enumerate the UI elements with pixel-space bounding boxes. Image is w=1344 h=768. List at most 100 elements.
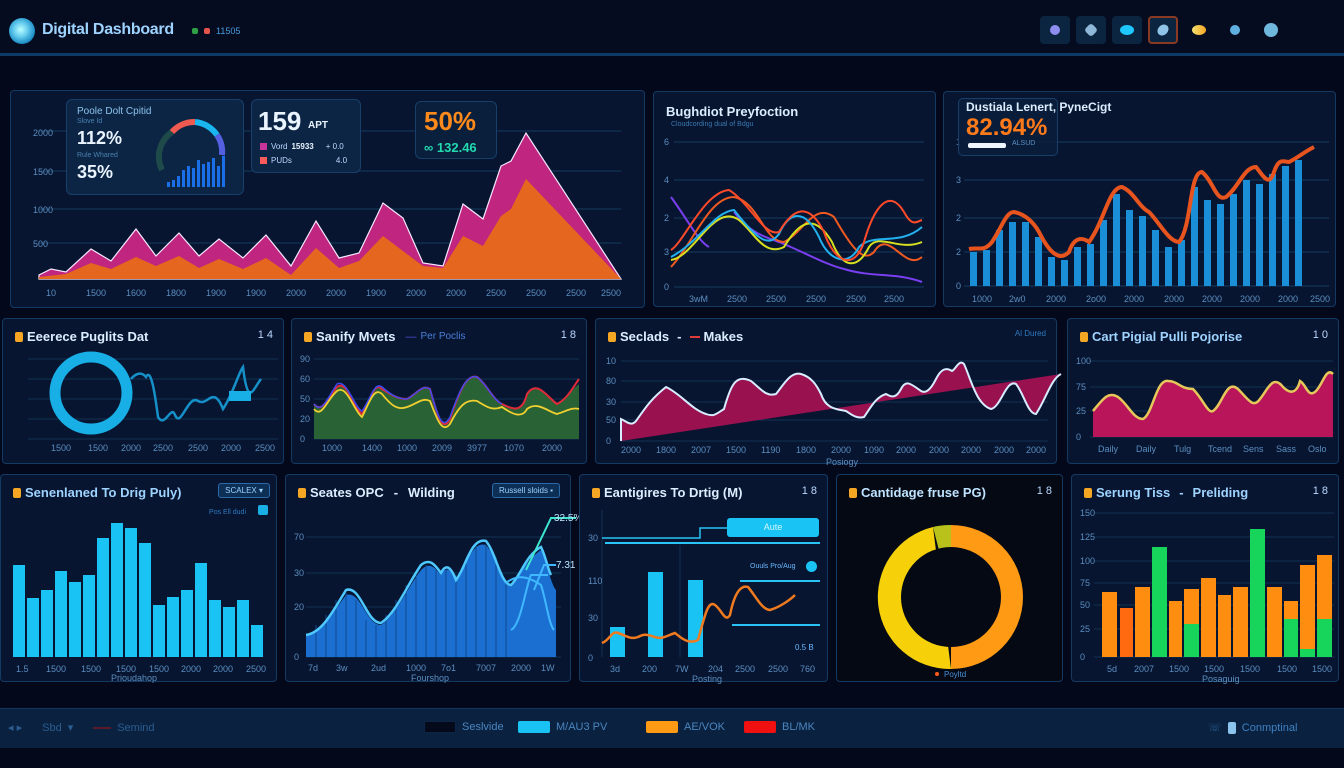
svg-text:50: 50 bbox=[606, 415, 616, 425]
row1-trail: + 0.0 bbox=[325, 142, 344, 151]
multi-area-legend: Per Poclis bbox=[420, 331, 466, 342]
trend-kpi-sub: ALSUD bbox=[1012, 140, 1036, 147]
svg-text:1500: 1500 bbox=[149, 664, 169, 674]
serung-title-text: Serung Tiss bbox=[1096, 485, 1171, 500]
svg-text:2000: 2000 bbox=[929, 445, 949, 455]
entigires-title: Eantigires To Drtig (M) bbox=[592, 485, 742, 500]
auto-button[interactable]: Aute bbox=[727, 518, 819, 537]
back-icon[interactable]: ◂ ▸ bbox=[8, 722, 23, 734]
legend-line-icon: — bbox=[405, 330, 417, 343]
percent-sub: ∞ 132.46 bbox=[424, 140, 477, 155]
kpi-card: Poole Dolt Cpitid Slove Id 112% Rule Wha… bbox=[66, 99, 244, 195]
footer-legend-0: Seslvide bbox=[424, 721, 504, 733]
title-marker-icon bbox=[608, 331, 616, 342]
donut-line-title: Eeerece Puglits Dat bbox=[15, 329, 148, 344]
seates-filter-chip[interactable]: Russell sloids ▪ bbox=[492, 483, 560, 498]
svg-text:1190: 1190 bbox=[761, 445, 780, 455]
svg-text:0: 0 bbox=[294, 652, 299, 662]
svg-text:2500: 2500 bbox=[735, 664, 755, 674]
svg-text:2000: 2000 bbox=[286, 288, 306, 298]
svg-text:2500: 2500 bbox=[1310, 294, 1330, 304]
legend-swatch bbox=[424, 721, 456, 733]
cantidage-title-text: Cantidage fruse PG) bbox=[861, 485, 986, 500]
svg-text:2000: 2000 bbox=[896, 445, 916, 455]
svg-text:7o1: 7o1 bbox=[441, 663, 456, 673]
footer-right-label[interactable]: Conmptinal bbox=[1241, 721, 1298, 734]
footer-item-1[interactable]: Semind bbox=[117, 721, 155, 734]
cloud-button[interactable] bbox=[1112, 16, 1142, 44]
entigires-title-text: Eantigires To Drtig (M) bbox=[604, 485, 743, 500]
donut-line-panel: Eeerece Puglits Dat 1 4 1500 1500 2000 2500… bbox=[2, 318, 284, 464]
count-row-2: PUDs 4.0 bbox=[260, 156, 347, 165]
svg-text:7d: 7d bbox=[308, 663, 318, 673]
cantidage-meta: 1 8 bbox=[1036, 485, 1052, 497]
info-icon[interactable] bbox=[806, 561, 817, 572]
user-button[interactable] bbox=[1256, 16, 1286, 44]
entigires-panel: Eantigires To Drtig (M) 1 8 30 110 30 0 3d 2… bbox=[579, 474, 828, 684]
svg-text:Daily: Daily bbox=[1136, 444, 1157, 454]
send-button[interactable] bbox=[1220, 16, 1250, 44]
scale-dropdown[interactable]: SCALEX ▾ bbox=[218, 483, 270, 498]
svg-text:2ud: 2ud bbox=[371, 663, 386, 673]
seates-title-text: Seates OPC bbox=[310, 485, 384, 500]
legend-label: M/AU3 PV bbox=[556, 721, 608, 733]
pen-icon bbox=[1083, 22, 1099, 38]
legend-label: BL/MK bbox=[782, 721, 816, 733]
legend-line-icon bbox=[93, 726, 112, 729]
seclads-title: Seclads - Makes bbox=[608, 329, 743, 344]
svg-text:4: 4 bbox=[664, 175, 669, 185]
seates-x-label: Fourshop bbox=[411, 673, 449, 683]
svg-text:1.5: 1.5 bbox=[16, 664, 29, 674]
projection-panel: Bughdiot Preyfoction Cloudcording dual o… bbox=[653, 91, 936, 307]
svg-text:2: 2 bbox=[956, 213, 961, 223]
svg-text:2000: 2000 bbox=[1124, 294, 1144, 304]
count-card: 159 APT Vord 15933 + 0.0 PUDs 4.0 bbox=[251, 99, 361, 173]
svg-text:0: 0 bbox=[1080, 652, 1085, 662]
legend-toggle[interactable] bbox=[258, 505, 268, 515]
svg-text:2: 2 bbox=[664, 213, 669, 223]
svg-text:2000: 2000 bbox=[213, 664, 233, 674]
title-marker-icon bbox=[13, 487, 21, 498]
send-icon bbox=[1230, 25, 1240, 35]
footer-item-0[interactable]: Sbd bbox=[42, 721, 62, 734]
legend-line-icon bbox=[689, 335, 700, 338]
phone-icon[interactable]: ☏ bbox=[1208, 722, 1222, 734]
svg-text:1800: 1800 bbox=[656, 445, 676, 455]
svg-text:30: 30 bbox=[606, 397, 616, 407]
kpi-metric1-label: Slove Id bbox=[77, 118, 103, 125]
link-button[interactable] bbox=[1148, 16, 1178, 44]
svg-text:2000: 2000 bbox=[994, 445, 1014, 455]
svg-text:2o00: 2o00 bbox=[1086, 294, 1106, 304]
footer-legend-1: M/AU3 PV bbox=[518, 721, 607, 733]
app-title: Digital Dashboard bbox=[42, 21, 174, 38]
svg-text:2500: 2500 bbox=[806, 294, 826, 304]
legend-label: Seslvide bbox=[462, 721, 504, 733]
count-row-1: Vord 15933 + 0.0 bbox=[260, 142, 344, 151]
svg-text:2000: 2000 bbox=[1046, 294, 1066, 304]
legend-swatch bbox=[744, 721, 776, 733]
pen-button[interactable] bbox=[1076, 16, 1106, 44]
cart-title-text: Cart Pigial Pulli Pojorise bbox=[1092, 329, 1243, 344]
seates-callout-2: 7.31 bbox=[556, 560, 576, 571]
title-marker-icon bbox=[304, 331, 312, 342]
svg-text:30: 30 bbox=[294, 568, 304, 578]
serung-stacked-bar-chart: 150 125 100 75 50 25 0 5d 2007 1500 1500 1500 1500 1… bbox=[1080, 508, 1334, 684]
globe-button[interactable] bbox=[1040, 16, 1070, 44]
trend-title: Dustiala Lenert, PyneCigt bbox=[966, 100, 1112, 114]
legend-swatch bbox=[260, 157, 267, 164]
donut-line-meta: 1 4 bbox=[257, 329, 273, 341]
svg-text:125: 125 bbox=[1080, 532, 1095, 542]
palette-button[interactable] bbox=[1184, 16, 1214, 44]
seclads-panel: Seclads - Makes Al Dured 10 80 30 50 0 2000 180… bbox=[595, 318, 1062, 467]
svg-text:1W: 1W bbox=[541, 663, 555, 673]
svg-text:2500: 2500 bbox=[486, 288, 506, 298]
svg-text:7W: 7W bbox=[675, 664, 689, 674]
svg-text:20: 20 bbox=[294, 602, 304, 612]
svg-text:1500: 1500 bbox=[88, 443, 108, 453]
svg-text:2000: 2000 bbox=[1278, 294, 1298, 304]
donut-line-title-text: Eeerece Puglits Dat bbox=[27, 329, 149, 344]
svg-text:7007: 7007 bbox=[476, 663, 496, 673]
svg-text:2009: 2009 bbox=[432, 443, 452, 453]
globe-icon bbox=[1050, 25, 1060, 35]
svg-text:1000: 1000 bbox=[33, 205, 53, 215]
